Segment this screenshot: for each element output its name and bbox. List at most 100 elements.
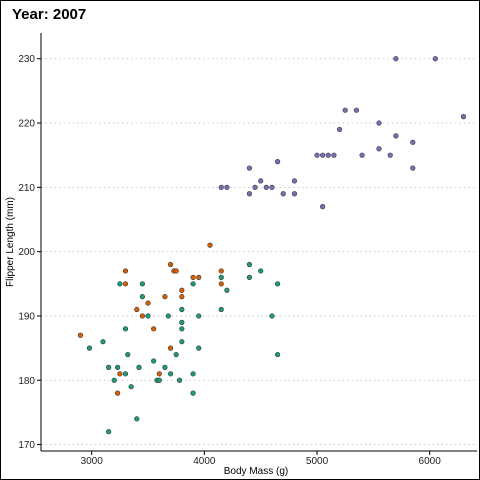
data-point-series-0 [176, 377, 183, 383]
data-point-series-0 [179, 306, 185, 313]
data-point-series-0 [125, 351, 131, 358]
y-tick-label: 170 [18, 440, 35, 451]
data-point-series-0 [100, 339, 106, 345]
data-point-series-0 [105, 364, 112, 371]
data-point-series-2 [224, 184, 230, 190]
data-point-series-0 [190, 281, 196, 287]
y-tick-label: 180 [18, 376, 35, 387]
data-point-series-0 [196, 313, 202, 319]
data-point-series-2 [331, 152, 337, 158]
data-point-series-0 [196, 345, 202, 351]
y-axis-title: Flipper Length (mm) [5, 197, 16, 287]
x-tick-label: 6000 [419, 456, 442, 467]
data-point-series-2 [263, 184, 269, 190]
data-point-series-1 [134, 306, 140, 313]
data-point-series-0 [105, 429, 112, 435]
data-point-series-1 [156, 371, 162, 377]
y-tick-label: 190 [18, 311, 35, 322]
data-point-series-0 [134, 416, 140, 422]
data-point-series-0 [224, 287, 230, 293]
data-point-series-2 [218, 184, 224, 190]
data-point-series-0 [179, 339, 185, 345]
data-point-series-0 [190, 390, 196, 396]
x-tick-label: 4000 [193, 456, 216, 467]
data-point-series-2 [359, 152, 365, 158]
data-point-series-2 [376, 120, 382, 126]
data-point-series-1 [151, 326, 157, 332]
data-point-series-2 [269, 184, 275, 190]
data-point-series-0 [122, 326, 129, 332]
data-point-series-2 [387, 152, 393, 158]
data-point-series-0 [139, 294, 145, 300]
data-point-series-1 [115, 390, 121, 396]
data-point-series-1 [122, 268, 129, 274]
data-point-series-1 [218, 268, 224, 274]
data-point-series-0 [274, 351, 281, 358]
y-tick-label: 200 [18, 247, 35, 258]
data-point-series-1 [196, 274, 202, 280]
data-point-series-2 [291, 191, 298, 197]
data-point-series-2 [336, 126, 343, 133]
data-point-series-0 [111, 377, 117, 383]
y-tick-label: 230 [18, 54, 35, 65]
data-point-series-0 [218, 306, 224, 313]
data-point-series-2 [410, 165, 416, 171]
data-point-series-0 [179, 319, 185, 325]
chart-title: Year: 2007 [12, 6, 86, 23]
data-point-series-0 [274, 281, 281, 287]
data-point-series-1 [179, 294, 185, 300]
data-point-series-2 [432, 56, 438, 62]
axes [40, 33, 477, 452]
data-point-series-2 [410, 139, 416, 145]
x-axis-title: Body Mass (g) [224, 466, 288, 477]
data-point-series-0 [136, 364, 142, 371]
data-point-series-0 [258, 268, 264, 274]
data-point-series-1 [122, 281, 129, 287]
data-point-series-1 [167, 345, 174, 351]
data-point-series-0 [246, 261, 253, 268]
data-point-series-0 [115, 364, 121, 371]
data-point-series-0 [165, 313, 171, 319]
data-point-series-0 [179, 326, 185, 332]
data-point-series-1 [173, 268, 179, 274]
data-point-series-2 [280, 191, 286, 197]
data-point-series-0 [139, 281, 145, 287]
data-point-series-0 [218, 274, 224, 280]
data-point-series-0 [86, 345, 93, 351]
data-point-series-1 [190, 274, 196, 280]
data-point-series-2 [246, 165, 253, 171]
data-point-series-2 [274, 159, 281, 165]
data-point-series-2 [325, 152, 331, 158]
data-point-series-0 [145, 313, 151, 319]
gridlines [41, 58, 477, 445]
data-point-series-0 [122, 371, 129, 377]
data-point-series-0 [190, 371, 196, 377]
data-point-series-1 [145, 300, 151, 306]
data-point-series-1 [167, 261, 174, 268]
data-point-series-2 [353, 107, 360, 113]
data-point-series-1 [77, 332, 84, 338]
data-points [77, 56, 467, 435]
data-point-series-2 [342, 107, 348, 113]
data-point-series-0 [173, 351, 179, 358]
data-point-series-0 [162, 364, 168, 371]
data-point-series-0 [156, 377, 162, 383]
tick-labels: 170 180 190 200 210 220 230 3000 4000 5000 6000 [18, 54, 441, 467]
data-point-series-1 [218, 281, 224, 287]
x-tick-label: 3000 [81, 456, 104, 467]
data-point-series-2 [320, 204, 326, 210]
data-point-series-2 [291, 178, 298, 184]
data-point-series-2 [393, 133, 399, 139]
data-point-series-1 [117, 371, 123, 377]
data-point-series-0 [246, 274, 253, 280]
data-point-series-2 [376, 146, 382, 152]
data-point-series-0 [151, 358, 157, 364]
data-point-series-2 [320, 152, 326, 158]
data-point-series-2 [393, 56, 399, 62]
data-point-series-2 [246, 191, 253, 197]
data-point-series-0 [128, 384, 134, 390]
y-tick-label: 210 [18, 183, 35, 194]
data-point-series-2 [460, 113, 467, 120]
